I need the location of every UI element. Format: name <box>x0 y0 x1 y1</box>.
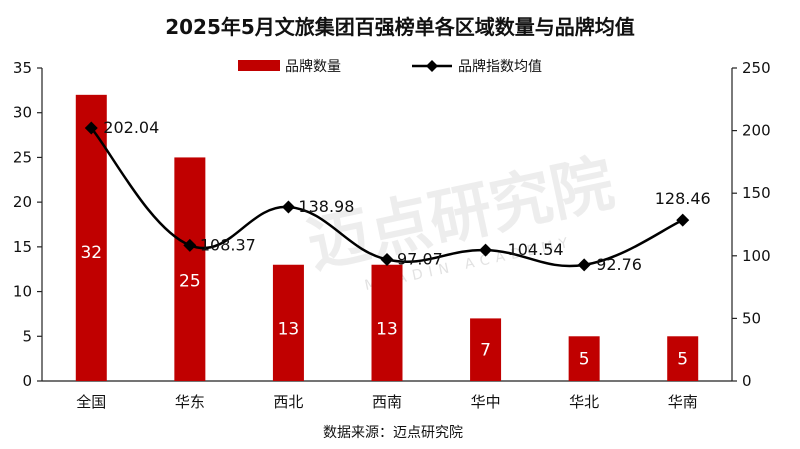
bar-value-label: 13 <box>278 320 300 340</box>
line-point-marker <box>84 121 98 135</box>
line-point-marker <box>479 243 493 257</box>
right-tick-label: 200 <box>742 122 771 140</box>
x-tick-label: 西北 <box>273 393 303 411</box>
right-tick-label: 250 <box>742 59 771 77</box>
left-tick-label: 30 <box>13 104 32 122</box>
x-tick-label: 华中 <box>471 393 501 411</box>
legend-line-label: 品牌指数均值 <box>458 58 542 75</box>
bar <box>667 336 699 381</box>
x-axis-ticks: 全国 华东 西北 西南 华中 华北 华南 <box>76 393 697 411</box>
left-tick-label: 15 <box>13 238 32 256</box>
bar-value-label: 13 <box>376 320 398 340</box>
bar-value-label: 5 <box>677 350 688 370</box>
legend-line-marker <box>426 60 438 72</box>
bar-value-label: 32 <box>80 243 102 263</box>
line-labels: 202.04 108.37 138.98 97.07 104.54 92.76 128.46 <box>103 118 710 274</box>
left-tick-label: 35 <box>13 59 32 77</box>
right-axis-ticks: 0 50 100 150 200 250 <box>732 59 771 390</box>
chart-title: 2025年5月文旅集团百强榜单各区域数量与品牌均值 <box>165 15 635 39</box>
line-value-label: 128.46 <box>655 189 711 208</box>
legend: 品牌数量 品牌指数均值 <box>238 58 542 75</box>
x-tick-label: 全国 <box>76 393 106 411</box>
line-point-marker <box>676 213 690 227</box>
right-tick-label: 150 <box>742 184 771 202</box>
line-point-marker <box>380 252 394 266</box>
left-tick-label: 25 <box>13 148 32 166</box>
x-tick-label: 华南 <box>668 393 698 411</box>
bar <box>272 264 304 381</box>
line-value-label: 202.04 <box>103 118 159 137</box>
x-tick-label: 西南 <box>372 393 402 411</box>
line-value-label: 104.54 <box>508 240 564 259</box>
bar-labels: 32 25 13 13 7 5 5 <box>80 243 688 369</box>
line-point-marker <box>183 238 197 252</box>
legend-bar-swatch <box>238 60 280 71</box>
watermark: 迈点研究院 MEADIN ACADEMY <box>301 146 619 294</box>
x-tick-label: 华东 <box>175 393 205 411</box>
left-tick-label: 20 <box>13 193 32 211</box>
line-point-marker <box>281 200 295 214</box>
source-note: 数据来源：迈点研究院 <box>323 425 463 441</box>
legend-bar-label: 品牌数量 <box>285 58 341 75</box>
bar-value-label: 7 <box>480 341 491 361</box>
bar <box>174 157 206 381</box>
right-tick-label: 100 <box>742 247 771 265</box>
left-tick-label: 0 <box>22 372 32 390</box>
line-series <box>84 121 690 272</box>
bar <box>75 94 107 381</box>
left-tick-label: 5 <box>22 327 32 345</box>
bar <box>568 336 600 381</box>
x-tick-label: 华北 <box>569 393 599 411</box>
line-point-marker <box>577 258 591 272</box>
right-tick-label: 50 <box>742 309 761 327</box>
right-tick-label: 0 <box>742 372 752 390</box>
line-value-label: 108.37 <box>200 235 256 254</box>
line-value-label: 97.07 <box>397 249 443 268</box>
line-value-label: 92.76 <box>596 255 642 274</box>
bar <box>470 318 502 381</box>
line-value-label: 138.98 <box>298 197 354 216</box>
bar-value-label: 25 <box>179 271 201 291</box>
bar <box>371 264 403 381</box>
bar-value-label: 5 <box>579 350 590 370</box>
left-tick-label: 10 <box>13 283 32 301</box>
left-axis-ticks: 0 5 10 15 20 25 30 35 <box>13 59 42 390</box>
